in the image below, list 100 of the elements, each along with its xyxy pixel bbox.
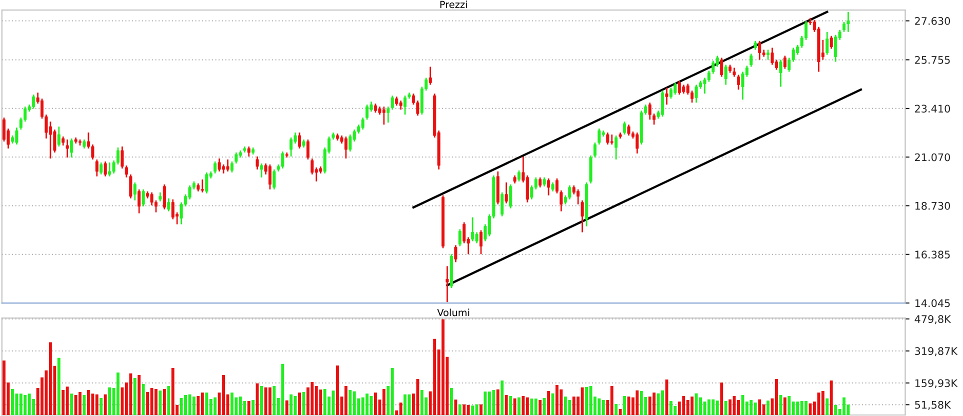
bar — [192, 396, 196, 415]
bar — [652, 392, 656, 415]
bar — [720, 382, 724, 415]
bar — [352, 391, 356, 415]
bar — [830, 380, 833, 415]
bar — [70, 394, 74, 415]
bar — [466, 404, 470, 415]
bar — [682, 396, 686, 415]
y-tick-label: 319,87K — [915, 347, 958, 356]
bar — [602, 400, 605, 415]
bar — [91, 394, 94, 415]
candlestick — [665, 86, 668, 106]
bar — [454, 400, 458, 415]
candlestick — [2, 116, 6, 142]
candlestick — [720, 57, 724, 78]
bar — [728, 399, 732, 415]
bar — [636, 390, 639, 415]
bar — [741, 394, 744, 415]
bar — [556, 384, 558, 415]
candlestick — [133, 182, 136, 202]
bar — [766, 400, 770, 415]
candlestick — [674, 82, 677, 96]
candlestick — [568, 184, 572, 200]
bar — [366, 394, 369, 415]
candlestick — [758, 40, 762, 60]
y-tick-label: 21.070 — [915, 153, 950, 162]
bar — [184, 394, 188, 415]
bar — [11, 388, 14, 415]
bar — [690, 396, 694, 415]
bar — [260, 386, 263, 415]
bar — [154, 388, 158, 415]
bar — [842, 397, 846, 415]
candlestick — [150, 192, 154, 206]
bar — [568, 400, 572, 415]
bar — [821, 390, 824, 415]
bar — [716, 400, 719, 415]
bar — [694, 393, 698, 415]
bar — [74, 394, 78, 415]
candlestick — [230, 160, 234, 174]
bar — [314, 386, 318, 415]
candlestick — [214, 160, 217, 174]
bar — [100, 398, 103, 415]
bar — [24, 394, 27, 415]
candlestick — [124, 164, 128, 178]
y-tick-label: 27.630 — [915, 17, 950, 25]
candlestick — [428, 66, 432, 86]
bar — [222, 374, 226, 415]
candlestick — [188, 184, 192, 200]
bar — [108, 387, 112, 415]
candlestick — [361, 116, 364, 130]
y-tick-label: 16.385 — [915, 250, 950, 259]
candlestick — [648, 102, 652, 120]
bar — [598, 398, 601, 415]
bar — [754, 402, 757, 415]
candlestick — [70, 138, 74, 158]
bar — [171, 368, 174, 415]
chart-title: Prezzi — [440, 0, 467, 8]
candlestick — [686, 83, 690, 96]
candlestick — [826, 31, 829, 56]
bar — [796, 402, 800, 415]
candlestick — [500, 192, 504, 218]
candlestick — [306, 138, 310, 160]
bar — [48, 342, 52, 415]
candlestick — [129, 174, 132, 200]
bar — [2, 360, 6, 415]
y-tick-label: 479,8K — [914, 315, 952, 324]
bar — [243, 400, 246, 415]
candlestick — [218, 158, 221, 172]
bar — [247, 400, 250, 415]
candlestick — [454, 244, 458, 263]
y-tick-label: 51,58K — [915, 400, 952, 410]
bar — [294, 396, 297, 415]
bar — [699, 397, 702, 415]
candlestick — [598, 128, 601, 146]
bar — [712, 399, 715, 415]
bar — [542, 398, 546, 415]
candlestick — [15, 126, 18, 146]
bar — [817, 392, 820, 415]
candlestick — [660, 90, 664, 118]
candlestick — [256, 156, 259, 170]
bar — [374, 392, 377, 415]
bar — [462, 404, 466, 415]
bar — [116, 372, 120, 415]
bar — [180, 398, 183, 415]
bar — [669, 400, 672, 415]
bar — [492, 390, 496, 415]
bar — [336, 366, 339, 415]
bar — [433, 338, 436, 415]
candlestick — [589, 154, 592, 184]
candlestick — [100, 162, 103, 176]
bar — [104, 394, 107, 415]
candlestick — [120, 146, 124, 170]
bar — [707, 399, 710, 415]
bar — [686, 400, 690, 415]
candlestick — [652, 112, 656, 126]
bar — [656, 393, 660, 415]
bar — [230, 392, 234, 415]
candlestick — [779, 59, 782, 88]
candlestick — [694, 84, 698, 104]
y-tick-label: 14.045 — [915, 299, 950, 308]
